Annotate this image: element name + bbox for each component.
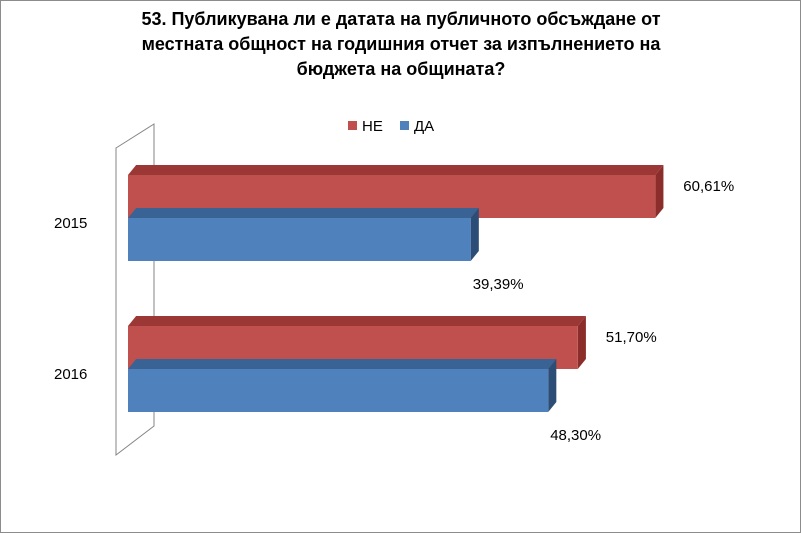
chart-walls — [115, 123, 155, 457]
legend-label: НЕ — [362, 118, 383, 135]
chart-title: 53. Публикувана ли е датата на публичнот… — [61, 7, 741, 82]
category-labels: 2015 2016 — [54, 215, 87, 383]
legend-swatch — [348, 121, 357, 130]
bar — [128, 369, 549, 412]
category-label: 2016 — [54, 366, 87, 383]
bar-top-face — [128, 165, 664, 175]
chart-title-line-1: 53. Публикувана ли е датата на публичнот… — [141, 9, 661, 29]
bar-top-face — [128, 316, 586, 326]
bar-side-face — [470, 208, 479, 261]
category-label: 2015 — [54, 215, 87, 232]
value-label: 51,70% — [606, 329, 657, 346]
chart-legend: НЕ ДА — [348, 118, 434, 135]
legend-swatch — [400, 121, 409, 130]
value-label: 48,30% — [550, 427, 601, 444]
legend-label: ДА — [414, 118, 434, 135]
bar-side-face — [655, 165, 664, 218]
value-label: 39,39% — [473, 276, 524, 293]
bar-side-face — [548, 359, 557, 412]
chart-bars — [128, 165, 664, 412]
value-labels: 60,61% 39,39% 51,70% 48,30% — [473, 178, 734, 444]
value-label: 60,61% — [683, 178, 734, 195]
chart-title-line-3: бюджета на общината? — [296, 59, 506, 79]
bar-top-face — [128, 359, 557, 369]
bar-side-face — [577, 316, 586, 369]
plot-side-wall — [115, 123, 155, 457]
bar-top-face — [128, 208, 479, 218]
chart-title-line-2: местната общност на годишния отчет за из… — [141, 34, 661, 54]
bar — [128, 218, 471, 261]
